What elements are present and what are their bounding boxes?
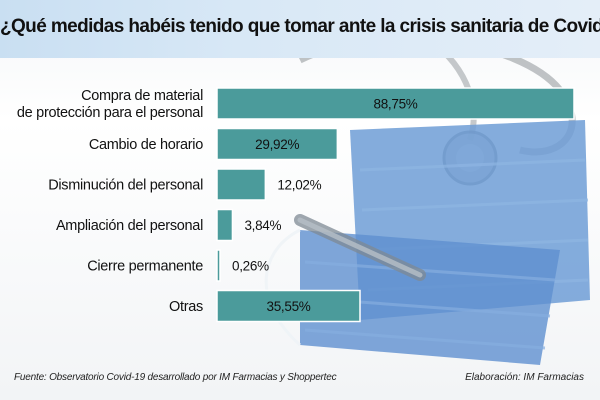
category-label-1: Cambio de horario bbox=[89, 137, 203, 153]
bar-value-label-0: 88,75% bbox=[374, 97, 418, 112]
footer-source: Fuente: Observatorio Covid-19 desarrolla… bbox=[14, 372, 337, 383]
bar-4 bbox=[216, 249, 221, 282]
bar-value-label-2: 12,02% bbox=[277, 178, 321, 193]
chart-title: ¿Qué medidas habéis tenido que tomar ant… bbox=[0, 16, 600, 37]
category-label-5: Otras bbox=[169, 299, 203, 315]
bar-2 bbox=[216, 168, 267, 201]
labels-layer: 88,75% Compra de material de protección pa… bbox=[17, 88, 418, 315]
category-label-4: Cierre permanente bbox=[87, 259, 203, 275]
bar-value-label-5: 35,55% bbox=[267, 299, 311, 314]
bar-value-label-3: 3,84% bbox=[244, 218, 281, 233]
bar-1 bbox=[216, 127, 339, 161]
bar-0 bbox=[216, 87, 575, 120]
bars-layer bbox=[216, 87, 575, 323]
bar-value-label-4: 0,26% bbox=[232, 259, 269, 274]
bar-value-label-1: 29,92% bbox=[255, 137, 299, 152]
category-label-3: Ampliación del personal bbox=[56, 218, 203, 234]
bar-5 bbox=[216, 289, 361, 323]
bar-3 bbox=[216, 208, 234, 242]
footer-credit: Elaboración: IM Farmacias bbox=[465, 372, 584, 383]
category-label-2: Disminución del personal bbox=[48, 178, 203, 194]
title-band bbox=[0, 0, 600, 58]
category-label-0: Compra de material de protección para el … bbox=[17, 88, 203, 121]
